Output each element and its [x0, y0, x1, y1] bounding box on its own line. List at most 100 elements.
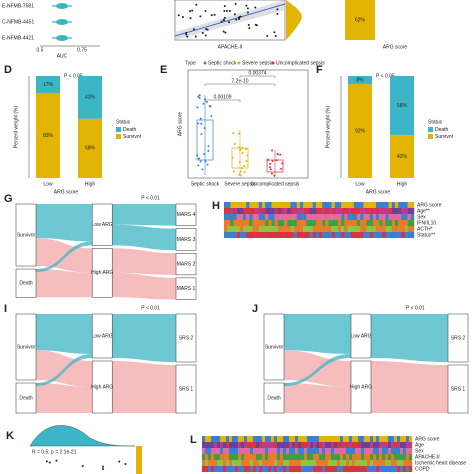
heat-cell — [244, 436, 248, 442]
heat-cell — [316, 460, 320, 466]
heat-cell — [233, 214, 237, 220]
heat-cell — [252, 226, 256, 232]
flow — [112, 361, 176, 413]
heat-cell — [300, 214, 304, 220]
heat-cell — [256, 466, 260, 472]
heat-cell — [391, 208, 396, 214]
heat-cell — [274, 442, 278, 448]
point — [246, 7, 249, 10]
heat-cell — [316, 466, 320, 472]
data-label: 58% — [85, 146, 96, 152]
label: Percent weight (%) — [13, 106, 19, 149]
heat-cell — [280, 460, 284, 466]
heat-cell — [379, 232, 383, 238]
heat-cell — [227, 226, 231, 232]
point — [239, 15, 242, 18]
point — [102, 465, 105, 468]
heat-cell — [268, 448, 272, 454]
heat-cell — [281, 226, 285, 232]
heat-cell — [214, 454, 218, 460]
flow — [36, 383, 93, 413]
heat-cell — [284, 232, 288, 238]
heat-cell — [283, 448, 287, 454]
heat-cell — [271, 442, 275, 448]
heat-cell — [391, 220, 396, 226]
heat-cell — [304, 460, 308, 466]
heat-cell — [340, 448, 344, 454]
node — [91, 203, 113, 246]
heat-cell — [277, 448, 281, 454]
heat-cell — [217, 460, 221, 466]
heat-cell — [407, 202, 412, 208]
heat-cell — [303, 232, 307, 238]
heat-cell — [340, 454, 344, 460]
heat-cell — [355, 442, 359, 448]
heat-cell — [350, 214, 355, 220]
heat-cell — [363, 232, 367, 238]
point — [234, 2, 237, 5]
heat-cell — [315, 226, 320, 232]
heat-cell — [395, 208, 399, 214]
heat-cell — [274, 460, 278, 466]
heat-cell — [292, 460, 296, 466]
legend-swatch — [203, 61, 207, 65]
heat-cell — [292, 442, 296, 448]
point — [197, 95, 200, 98]
legend-swatch — [428, 134, 433, 139]
heat-cell — [224, 202, 228, 208]
heat-cell — [379, 466, 383, 472]
heat-cell — [202, 436, 206, 442]
heat-cell — [220, 460, 224, 466]
heat-cell — [310, 454, 314, 460]
data-label: 92% — [355, 128, 366, 134]
node-label: Death — [267, 395, 281, 401]
heat-cell — [226, 442, 230, 448]
heat-cell — [233, 226, 237, 232]
heat-cell — [328, 436, 332, 442]
flow — [112, 248, 176, 275]
heat-cell — [268, 202, 272, 208]
heat-cell — [364, 436, 368, 442]
point — [241, 167, 244, 170]
heat-cell — [258, 202, 263, 208]
heat-cell — [229, 466, 233, 472]
heat-cell — [286, 448, 290, 454]
point — [279, 153, 282, 156]
heat-cell — [376, 466, 380, 472]
node-label: SRS 2 — [179, 335, 194, 341]
heat-cell — [322, 448, 326, 454]
row-label: Sex — [417, 214, 426, 220]
heat-cell — [249, 202, 253, 208]
heat-cell — [211, 466, 215, 472]
point — [247, 23, 250, 26]
point — [195, 3, 198, 6]
node-label: Death — [19, 280, 33, 286]
heat-cell — [265, 448, 269, 454]
row-label: Age — [415, 442, 424, 448]
heat-cell — [409, 466, 413, 472]
heat-cell — [357, 220, 361, 226]
heat-cell — [338, 214, 342, 220]
heat-cell — [307, 466, 311, 472]
heat-cell — [290, 232, 294, 238]
heat-cell — [341, 214, 345, 220]
heat-cell — [255, 208, 260, 214]
heat-cell — [262, 454, 266, 460]
heat-cell — [340, 460, 344, 466]
heat-cell — [369, 202, 374, 208]
heat-cell — [331, 460, 335, 466]
heat-cell — [334, 454, 338, 460]
heat-cell — [328, 220, 332, 226]
node-label: Survivor — [17, 344, 36, 350]
heat-cell — [250, 454, 254, 460]
heat-cell — [289, 460, 293, 466]
heat-cell — [328, 448, 332, 454]
heat-cell — [249, 208, 253, 214]
heat-cell — [224, 214, 228, 220]
heat-cell — [394, 442, 398, 448]
heat-cell — [349, 436, 353, 442]
point — [222, 30, 225, 33]
heat-cell — [238, 466, 242, 472]
point — [223, 9, 226, 12]
plot-frame — [174, 0, 286, 41]
